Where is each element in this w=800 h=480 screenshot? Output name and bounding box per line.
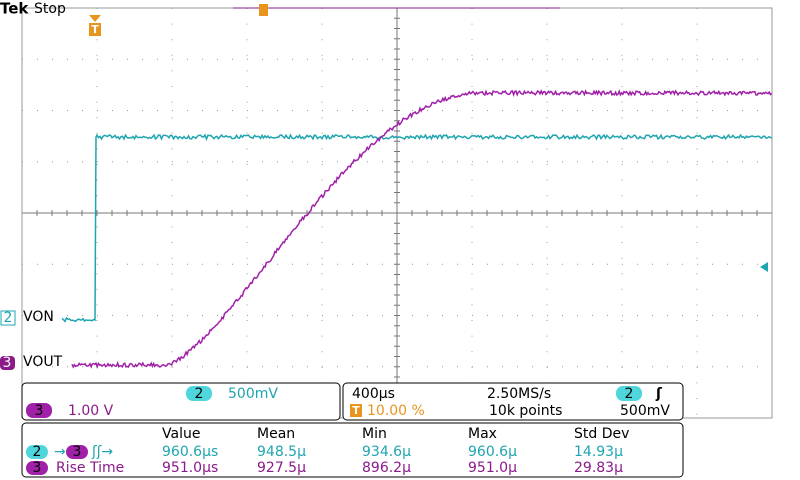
measurement-value: 951.0µ [468, 460, 517, 476]
arrow: → [54, 444, 66, 460]
measurement-value: 960.6µ [468, 444, 517, 460]
trace-ch2 [62, 135, 772, 321]
target-channel: 3 [73, 444, 82, 460]
source-channel: 3 [33, 460, 42, 476]
column-header: Max [468, 426, 497, 442]
ch2-scale: 500mV [228, 386, 278, 402]
column-header: Mean [257, 426, 295, 442]
source-channel: 2 [33, 444, 42, 460]
trigger-pointer [89, 15, 101, 22]
record-length: 10k points [489, 403, 562, 419]
trigger-level: 500mV [620, 403, 670, 419]
measurement-value: 934.6µ [362, 444, 411, 460]
trigger-level-arrow [760, 262, 768, 272]
ch2-label: VON [23, 309, 54, 325]
brand: Tek [0, 0, 29, 18]
trigger-marker: T [91, 23, 99, 36]
acquisition-status: Stop [34, 1, 66, 17]
trace-ch3 [72, 91, 772, 367]
sample-rate: 2.50MS/s [487, 386, 551, 402]
measurement-value: 948.5µ [257, 444, 306, 460]
trigger-slope: ʃ [655, 386, 663, 402]
trigger-channel: 2 [625, 386, 634, 402]
ch3-number: 3 [3, 355, 12, 371]
ch3-scale: 1.00 V [68, 403, 114, 419]
trigger-marker: T [352, 404, 360, 417]
measurement-value: 960.6µs [162, 444, 218, 460]
measurement-value: 951.0µs [162, 460, 218, 476]
column-header: Value [162, 426, 200, 442]
measurement-name: ʃʃ→ [91, 444, 113, 460]
ch2-number: 2 [195, 386, 204, 402]
column-header: Min [362, 426, 387, 442]
ch2-number: 2 [4, 310, 13, 326]
ch3-number: 3 [35, 403, 44, 419]
column-header: Std Dev [574, 426, 629, 442]
measurement-value: 927.5µ [257, 460, 306, 476]
measurement-value: 896.2µ [362, 460, 411, 476]
measurement-value: 14.93µ [574, 444, 623, 460]
time-per-div: 400µs [352, 386, 395, 402]
ch3-label: VOUT [23, 354, 63, 370]
record-trigger-marker [259, 4, 268, 16]
measurement-name: Rise Time [56, 460, 124, 476]
graticule [22, 8, 772, 418]
measurement-value: 29.83µ [574, 460, 623, 476]
trigger-position: 10.00 % [367, 403, 425, 419]
